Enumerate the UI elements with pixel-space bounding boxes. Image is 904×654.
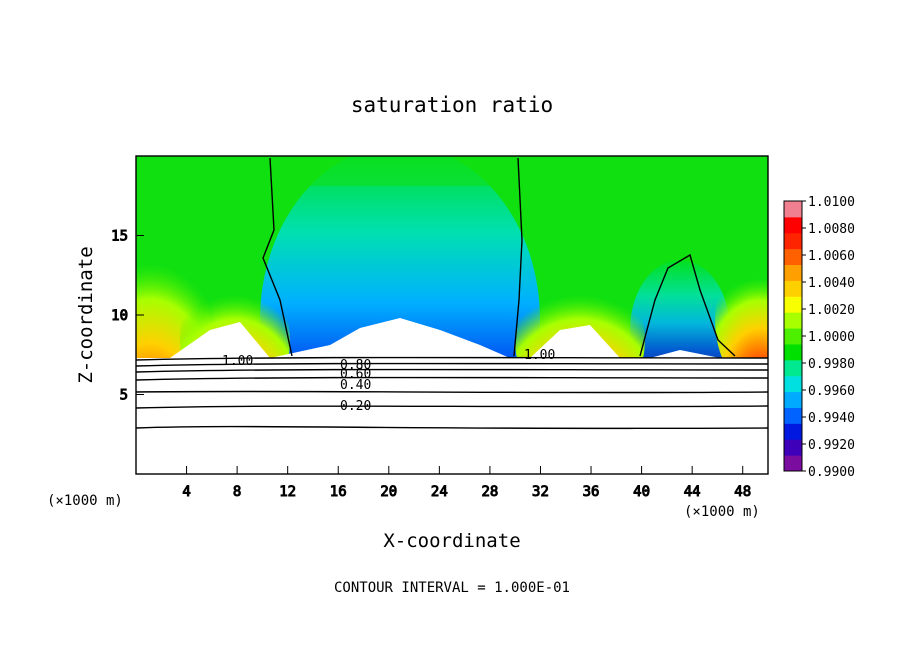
- y-tick-label: 10: [111, 308, 128, 324]
- contour-label-4: 0.40: [340, 378, 371, 393]
- colorbar-swatch: [784, 407, 802, 424]
- x-tick-label: 48: [734, 484, 751, 500]
- colorbar: [783, 200, 803, 472]
- colorbar-swatch: [784, 455, 802, 472]
- x-tick-label: 20: [380, 484, 397, 500]
- x-tick-label: 40: [633, 484, 650, 500]
- contour-label-5: 0.20: [340, 399, 371, 414]
- contour-label-2: 0.80: [340, 358, 371, 373]
- colorbar-label: 1.0100: [808, 195, 855, 210]
- colorbar-swatch: [784, 439, 802, 456]
- colorbar-swatch: [784, 216, 802, 234]
- x-unit-right: (×1000 m): [684, 504, 760, 520]
- x-tick-label: 8: [233, 484, 241, 500]
- chart-title: saturation ratio: [351, 93, 553, 117]
- colorbar-label: 0.9960: [808, 384, 855, 399]
- y-axis-label: Z-coordinate: [75, 246, 97, 383]
- colorbar-swatch: [784, 280, 802, 297]
- colorbar-swatch: [784, 375, 802, 393]
- x-tick-label: 16: [330, 484, 347, 500]
- contour-label-1: 1.00: [222, 354, 253, 369]
- x-axis-label: X-coordinate: [383, 530, 520, 552]
- colorbar-swatch: [784, 343, 802, 361]
- footer-contour-interval: CONTOUR INTERVAL = 1.000E-01: [334, 580, 570, 596]
- x-unit-left: (×1000 m): [47, 493, 123, 509]
- saturation-field: [136, 156, 768, 474]
- x-tick-label: 32: [532, 484, 549, 500]
- colorbar-label: 1.0020: [808, 303, 855, 318]
- colorbar-label: 1.0080: [808, 222, 855, 237]
- colorbar-label: 0.9900: [808, 465, 855, 480]
- colorbar-labels: 1.0100 1.0080 1.0060 1.0040 1.0020 1.0000 0.99…: [802, 195, 855, 480]
- colorbar-swatch: [784, 264, 802, 281]
- contour-label-3: 0.60: [340, 367, 371, 382]
- x-tick-label: 4: [182, 484, 190, 500]
- x-tick-label: 36: [583, 484, 600, 500]
- colorbar-swatch: [784, 391, 802, 408]
- colorbar-label: 1.0060: [808, 249, 855, 264]
- colorbar-swatch: [784, 328, 802, 345]
- colorbar-label: 0.9920: [808, 438, 855, 453]
- x-tick-label: 12: [279, 484, 296, 500]
- x-tick-label: 28: [481, 484, 498, 500]
- colorbar-swatch: [784, 248, 802, 266]
- x-tick-label: 24: [431, 484, 448, 500]
- colorbar-swatch: [784, 312, 802, 329]
- colorbar-swatch: [784, 423, 802, 440]
- x-tick-label: 44: [684, 484, 701, 500]
- colorbar-swatch: [784, 201, 802, 218]
- contour-label-6: 1.00: [524, 348, 555, 363]
- y-tick-label: 5: [120, 388, 128, 404]
- colorbar-label: 0.9980: [808, 357, 855, 372]
- y-tick-label: 15: [111, 229, 128, 245]
- colorbar-swatch: [784, 359, 802, 377]
- colorbar-swatch: [784, 296, 802, 313]
- colorbar-label: 0.9940: [808, 411, 855, 426]
- colorbar-label: 1.0000: [808, 330, 855, 345]
- colorbar-swatch: [784, 232, 802, 250]
- colorbar-label: 1.0040: [808, 276, 855, 291]
